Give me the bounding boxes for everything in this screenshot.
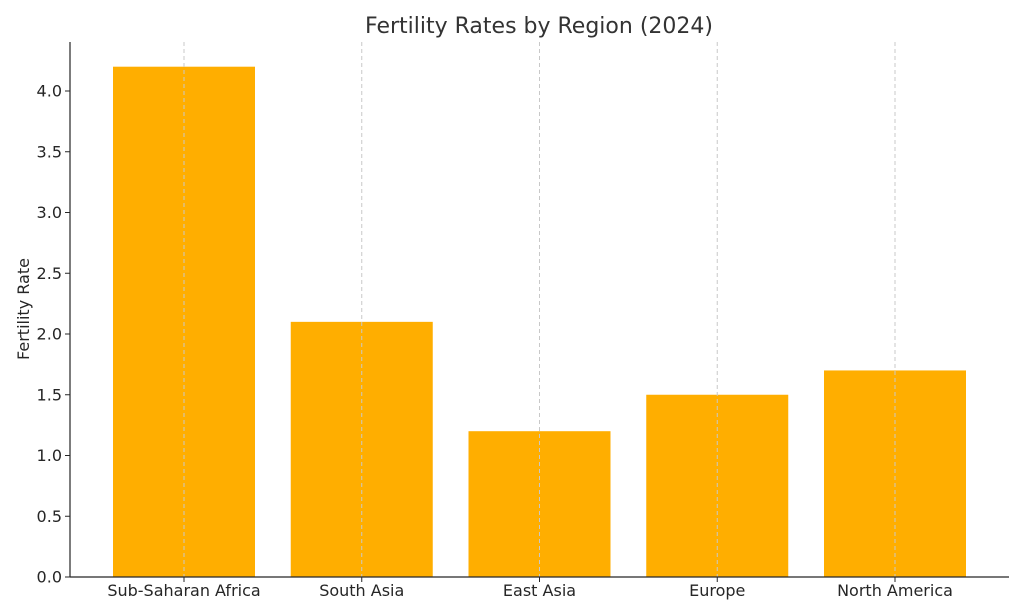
x-tick-label: Europe: [689, 581, 745, 600]
x-tick-label: South Asia: [319, 581, 404, 600]
y-tick-label: 2.0: [37, 325, 62, 344]
y-tick-label: 4.0: [37, 82, 62, 101]
y-tick-label: 0.5: [37, 507, 62, 526]
grid-layer: [183, 42, 896, 577]
y-tick-label: 3.5: [37, 142, 62, 161]
y-tick-label: 0.0: [37, 568, 62, 587]
x-tick-label: East Asia: [503, 581, 576, 600]
y-axis-label: Fertility Rate: [14, 258, 33, 360]
y-tick-label: 1.5: [37, 385, 62, 404]
y-tick-label: 1.0: [37, 446, 62, 465]
y-tick-label: 2.5: [37, 264, 62, 283]
y-tick-label: 3.0: [37, 203, 62, 222]
x-tick-layer: Sub-Saharan Africa South Asia East Asia Eur…: [107, 577, 953, 600]
chart-title: Fertility Rates by Region (2024): [365, 14, 713, 39]
x-tick-label: Sub-Saharan Africa: [107, 581, 260, 600]
x-tick-label: North America: [837, 581, 953, 600]
y-tick-layer: 0.0 0.5 1.0 1.5 2.0 2.5 3.0 3.5 4.0: [37, 82, 70, 587]
